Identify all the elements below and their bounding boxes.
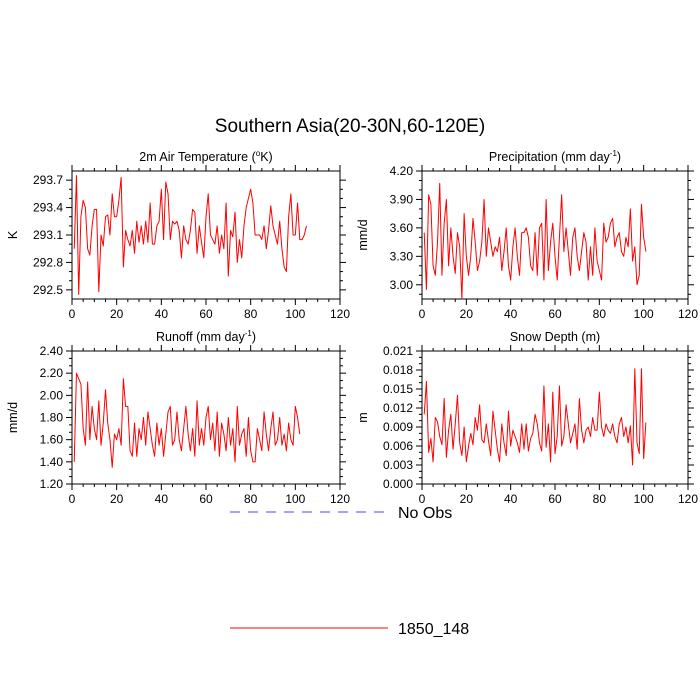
- y-tick-label: 292.8: [33, 255, 63, 269]
- x-tick-label: 40: [504, 307, 518, 321]
- y-tick-label: 0.006: [383, 439, 413, 453]
- y-tick-label: 1.60: [40, 433, 64, 447]
- figure-title: Southern Asia(20-30N,60-120E): [215, 116, 485, 137]
- legend-label-2: 1850_148: [398, 621, 469, 638]
- x-tick-label: 60: [199, 492, 213, 506]
- y-tick-label: 1.20: [40, 477, 64, 491]
- panel-title-superscript: o: [256, 149, 261, 158]
- panel-title-text: Precipitation (mm day: [489, 150, 611, 164]
- y-tick-label: 1.40: [40, 455, 64, 469]
- legend: No Obs 1850_148: [230, 505, 469, 638]
- series-line: [73, 372, 301, 468]
- panel-title-text: Snow Depth (m): [510, 330, 600, 344]
- panel-title: 2m Air Temperature (oK): [139, 149, 272, 164]
- series-line: [423, 182, 647, 300]
- panel-title-text: 2m Air Temperature (: [139, 150, 256, 164]
- panel-title: Runoff (mm day-1): [156, 329, 256, 344]
- x-tick-label: 60: [548, 492, 562, 506]
- y-tick-label: 3.30: [390, 249, 414, 263]
- series-line: [423, 368, 647, 466]
- x-tick-label: 0: [69, 492, 76, 506]
- x-tick-label: 0: [419, 492, 426, 506]
- y-tick-label: 2.20: [40, 366, 64, 380]
- y-tick-label: 292.5: [33, 283, 63, 297]
- y-tick-label: 4.20: [390, 164, 414, 178]
- y-tick-label: 293.7: [33, 173, 63, 187]
- y-tick-label: 0.018: [383, 363, 413, 377]
- panel-title-tail: K): [260, 150, 273, 164]
- x-tick-label: 40: [504, 492, 518, 506]
- x-tick-label: 20: [110, 307, 124, 321]
- x-tick-label: 100: [634, 492, 654, 506]
- x-tick-label: 20: [110, 492, 124, 506]
- x-tick-label: 40: [155, 492, 169, 506]
- panel-title-superscript: -1: [610, 149, 618, 158]
- panel-title-superscript: -1: [245, 329, 253, 338]
- y-axis-label: mm/d: [356, 219, 370, 250]
- plot-frame: [421, 350, 689, 485]
- y-tick-label: 0.015: [383, 382, 413, 396]
- y-tick-label: 0.021: [383, 344, 413, 358]
- x-tick-label: 60: [199, 307, 213, 321]
- chart-panel-2: Precipitation (mm day-1) mm/d 0 20 40 60 80 100…: [356, 149, 698, 321]
- y-axis-label: K: [6, 230, 20, 239]
- chart-panel-4: Snow Depth (m) m 0 20 40 60 80 100 120 0.000 0.003…: [356, 330, 698, 506]
- x-tick-label: 20: [460, 307, 474, 321]
- legend-label-1: No Obs: [398, 505, 452, 522]
- x-tick-label: 120: [678, 307, 698, 321]
- x-tick-label: 40: [155, 307, 169, 321]
- panel-title: Precipitation (mm day-1): [489, 149, 621, 164]
- y-tick-label: 0.012: [383, 401, 413, 415]
- y-tick-label: 3.90: [390, 192, 414, 206]
- y-tick-label: 2.40: [40, 344, 64, 358]
- panel-title-tail: ): [252, 330, 256, 344]
- x-tick-label: 100: [285, 307, 305, 321]
- panel-title-text: Runoff (mm day: [156, 330, 245, 344]
- x-tick-label: 60: [548, 307, 562, 321]
- x-tick-label: 80: [244, 492, 258, 506]
- series-line: [73, 175, 307, 295]
- x-tick-label: 120: [678, 492, 698, 506]
- panel-title-tail: ): [617, 150, 621, 164]
- y-tick-label: 0.009: [383, 420, 413, 434]
- x-tick-label: 0: [69, 307, 76, 321]
- x-tick-label: 100: [285, 492, 305, 506]
- y-tick-label: 1.80: [40, 411, 64, 425]
- x-tick-label: 80: [244, 307, 258, 321]
- y-axis-label: m: [356, 412, 370, 422]
- chart-panel-1: 2m Air Temperature (oK) K 0 20 40 60 80 100 120 2…: [6, 149, 350, 321]
- y-tick-label: 293.1: [33, 228, 63, 242]
- y-tick-label: 0.000: [383, 477, 413, 491]
- x-tick-label: 100: [634, 307, 654, 321]
- y-tick-label: 2.00: [40, 388, 64, 402]
- x-tick-label: 20: [460, 492, 474, 506]
- x-tick-label: 0: [419, 307, 426, 321]
- y-tick-label: 3.00: [390, 278, 414, 292]
- chart-panels: 2m Air Temperature (oK) K 0 20 40 60 80 100 120 2…: [6, 149, 698, 506]
- y-tick-label: 0.003: [383, 458, 413, 472]
- chart-panel-3: Runoff (mm day-1) mm/d 0 20 40 60 80 100 120 1.20…: [6, 329, 350, 506]
- y-tick-label: 3.60: [390, 221, 414, 235]
- x-tick-label: 120: [330, 307, 350, 321]
- x-tick-label: 120: [330, 492, 350, 506]
- y-tick-label: 293.4: [33, 201, 63, 215]
- y-axis-label: mm/d: [6, 402, 20, 433]
- panel-title: Snow Depth (m): [510, 330, 600, 344]
- x-tick-label: 80: [593, 307, 607, 321]
- x-tick-label: 80: [593, 492, 607, 506]
